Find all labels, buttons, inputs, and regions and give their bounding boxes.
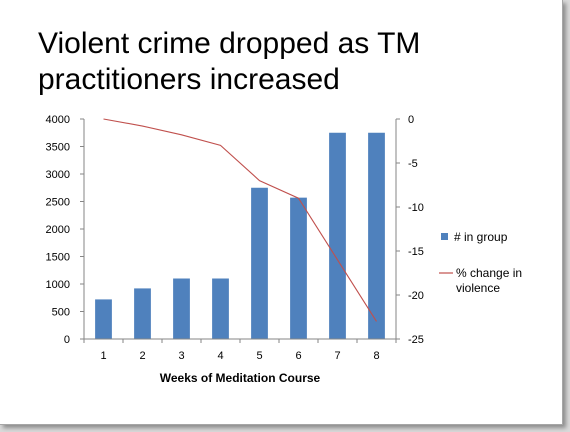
x-axis-labels: 1 2 3 4 5 6 7 8 <box>83 339 397 362</box>
chart: 4000 3500 3000 2500 2000 1500 1000 500 0 0 -5 -10 -… <box>46 114 523 385</box>
slide: Violent crime dropped as TM practitioner… <box>0 0 563 425</box>
x-axis-title: Weeks of Meditation Course <box>160 371 321 385</box>
line-path <box>103 118 377 322</box>
left-axis-ticks: 4000 3500 3000 2500 2000 1500 1000 500 0 <box>46 114 84 346</box>
legend-label: % change in violence <box>456 266 522 295</box>
legend: # in group % change in violence <box>439 230 522 295</box>
left-tick-label: 1000 <box>46 279 70 291</box>
x-tick-label: 2 <box>139 350 145 362</box>
bar <box>251 187 268 339</box>
axes <box>83 119 397 340</box>
left-tick-label: 1500 <box>46 252 70 264</box>
right-tick-label: -10 <box>408 202 424 214</box>
bar <box>134 288 151 339</box>
left-tick-label: 2000 <box>46 224 70 236</box>
right-tick-label: -15 <box>408 246 424 258</box>
x-tick-label: 8 <box>373 350 379 362</box>
right-tick-label: -5 <box>408 158 418 170</box>
slide-title: Violent crime dropped as TM practitioner… <box>38 27 421 96</box>
bar <box>212 278 229 339</box>
legend-label: # in group <box>454 230 508 244</box>
left-tick-label: 4000 <box>46 114 70 126</box>
left-tick-label: 2500 <box>46 197 70 209</box>
bar <box>95 299 112 339</box>
right-axis-ticks: 0 -5 -10 -15 -20 -25 <box>396 114 424 346</box>
line-series <box>103 118 377 322</box>
bar <box>329 132 346 339</box>
bar <box>368 132 385 339</box>
bar <box>290 197 307 339</box>
left-tick-label: 3000 <box>46 169 70 181</box>
legend-bar-swatch <box>441 233 448 240</box>
left-tick-label: 3500 <box>46 142 70 154</box>
x-tick-label: 3 <box>178 350 184 362</box>
x-tick-label: 7 <box>334 350 340 362</box>
bar <box>173 278 190 339</box>
x-tick-label: 4 <box>217 350 223 362</box>
left-tick-label: 500 <box>52 307 70 319</box>
right-tick-label: -20 <box>408 290 424 302</box>
left-tick-label: 0 <box>64 334 70 346</box>
right-tick-label: 0 <box>408 114 414 126</box>
x-tick-label: 6 <box>295 350 301 362</box>
x-tick-label: 1 <box>100 350 106 362</box>
right-tick-label: -25 <box>408 334 424 346</box>
x-tick-label: 5 <box>256 350 262 362</box>
bar-series <box>95 132 385 339</box>
